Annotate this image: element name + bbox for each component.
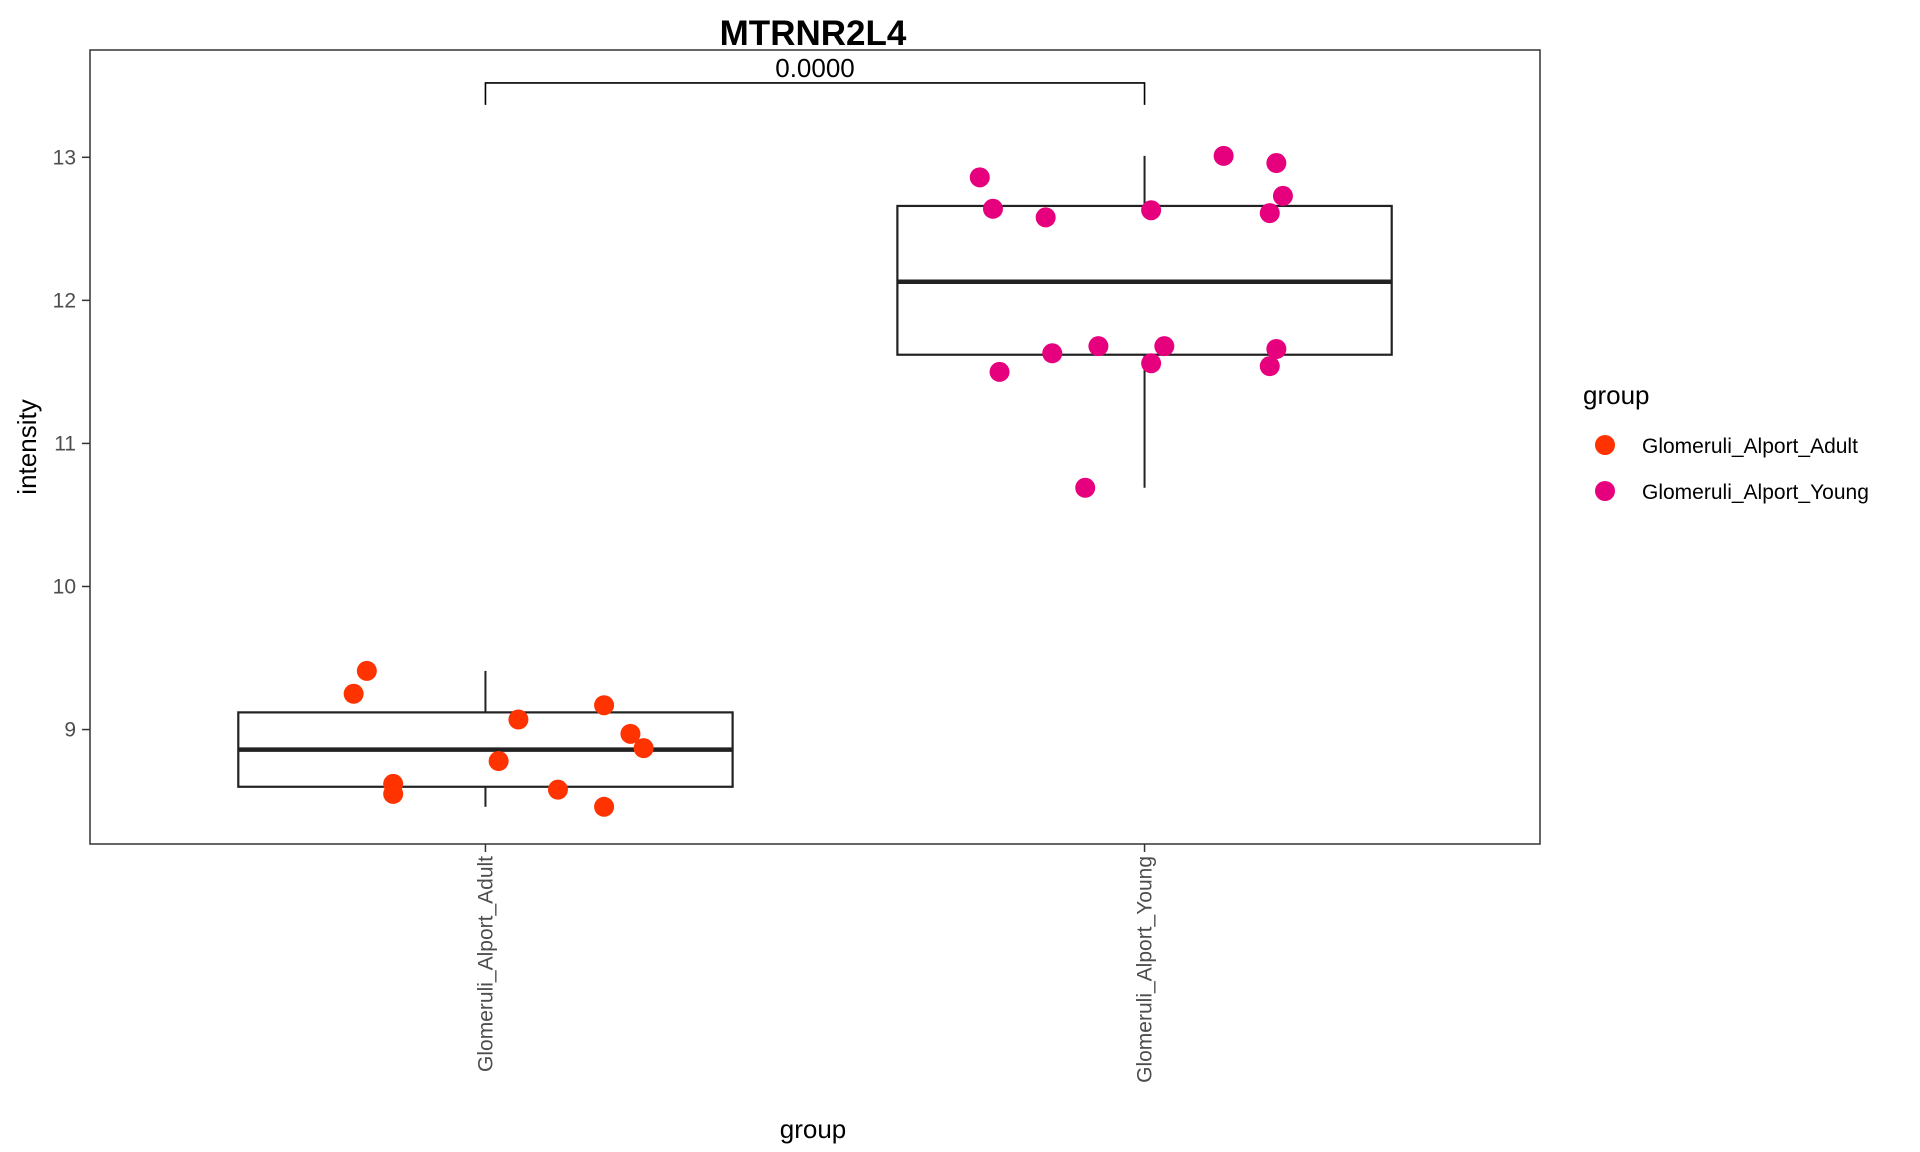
data-point: [1141, 200, 1162, 221]
legend-item: Glomeruli_Alport_Young: [1595, 481, 1869, 504]
plot-frame: [89, 49, 1541, 845]
data-point: [547, 779, 568, 800]
y-tick-label: 9: [64, 719, 76, 742]
legend-items: Glomeruli_Alport_Adult Glomeruli_Alport_Y…: [1595, 435, 1869, 504]
y-axis: 9 10 11 12 13: [53, 146, 90, 742]
data-point: [1154, 336, 1175, 357]
y-tick-label: 10: [53, 575, 76, 598]
x-axis-title: group: [780, 1114, 847, 1144]
data-point: [1266, 153, 1287, 174]
data-point: [488, 751, 509, 772]
y-tick-label: 11: [54, 432, 76, 455]
legend-swatch: [1595, 435, 1615, 455]
legend-title: group: [1583, 380, 1650, 410]
data-point: [343, 683, 364, 704]
chart-title: MTRNR2L4: [720, 14, 907, 53]
data-point: [1259, 203, 1280, 224]
legend-swatch: [1595, 481, 1615, 501]
data-point: [1213, 145, 1234, 166]
x-tick-label: Glomeruli_Alport_Adult: [474, 856, 497, 1072]
data-point: [633, 738, 654, 759]
significance-bracket: 0.0000: [484, 53, 1146, 105]
data-point: [594, 796, 615, 817]
data-point: [508, 709, 529, 730]
box-2: [896, 155, 1393, 488]
y-tick-label: 12: [53, 289, 76, 312]
data-point: [620, 723, 641, 744]
x-tick-label: Glomeruli_Alport_Young: [1134, 856, 1157, 1083]
points-layer: [343, 145, 1293, 817]
data-point: [969, 167, 990, 188]
legend-item: Glomeruli_Alport_Adult: [1595, 435, 1858, 458]
legend-label: Glomeruli_Alport_Adult: [1642, 435, 1858, 458]
legend: group Glomeruli_Alport_AdultGlomeruli_Al…: [1583, 380, 1869, 504]
data-point: [1141, 353, 1162, 374]
data-point: [383, 783, 404, 804]
data-point: [594, 695, 615, 716]
plot-area: 0.0000: [89, 49, 1541, 845]
data-point: [1042, 343, 1063, 364]
data-point: [356, 660, 377, 681]
data-point: [982, 198, 1003, 219]
y-tick-label: 13: [53, 146, 76, 169]
data-point: [1088, 336, 1109, 357]
y-axis-title: intensity: [12, 399, 42, 494]
data-point: [1035, 207, 1056, 228]
bracket-line: [484, 82, 1146, 105]
legend-label: Glomeruli_Alport_Young: [1642, 481, 1869, 504]
data-point: [1272, 185, 1293, 206]
data-point: [1075, 477, 1096, 498]
data-point: [1259, 356, 1280, 377]
data-point: [1266, 339, 1287, 360]
x-axis: Glomeruli_Alport_Adult Glomeruli_Alport_Y…: [474, 844, 1157, 1083]
data-point: [989, 361, 1010, 382]
p-value-label: 0.0000: [775, 53, 855, 83]
